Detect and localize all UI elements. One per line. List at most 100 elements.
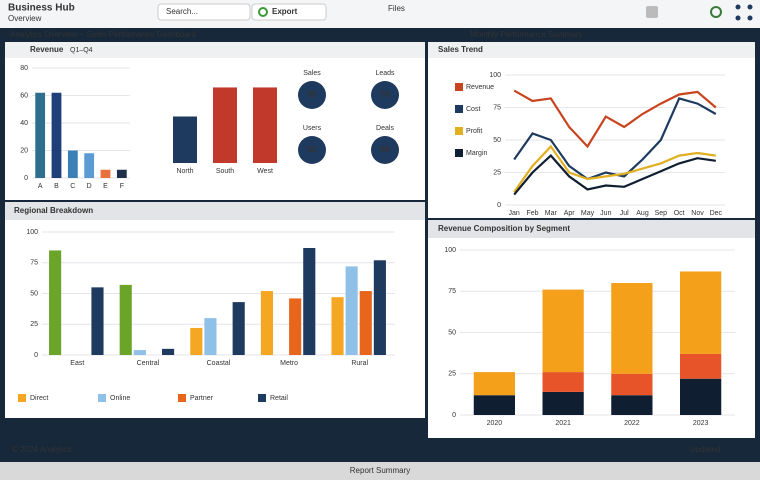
bar-segment [542, 372, 584, 392]
bar [119, 284, 132, 355]
y-tick-label: 50 [30, 290, 38, 297]
bar [345, 266, 358, 355]
y-tick-label: 80 [20, 65, 28, 72]
y-tick-label: 0 [497, 202, 501, 209]
legend-label: Revenue [466, 84, 494, 91]
legend-swatch [18, 394, 26, 402]
bar [260, 291, 273, 355]
x-tick-label: Jul [620, 210, 629, 217]
legend-label: Retail [270, 395, 288, 402]
x-tick-label: Coastal [207, 360, 231, 367]
y-tick-label: 50 [493, 137, 501, 144]
x-tick-label: E [103, 183, 108, 190]
y-tick-label: 25 [493, 169, 501, 176]
bar [49, 250, 62, 355]
legend-label: Margin [466, 150, 488, 157]
panel-header [5, 202, 425, 220]
bar [359, 291, 372, 355]
icon[interactable] [747, 4, 753, 10]
x-tick-label: May [581, 210, 595, 217]
bar [213, 87, 237, 163]
x-tick-label: East [70, 360, 84, 367]
kpi-value: 58 [381, 145, 390, 154]
y-tick-label: 75 [493, 104, 501, 111]
bar [162, 348, 175, 355]
bar [173, 116, 197, 163]
bar-segment [542, 391, 584, 415]
y-tick-label: 40 [20, 120, 28, 127]
x-tick-label: Dec [710, 210, 723, 217]
search-box[interactable] [157, 3, 251, 21]
bar [373, 260, 386, 355]
line [513, 144, 716, 193]
x-tick-label: Mar [545, 210, 558, 217]
legend-label: Online [110, 395, 130, 402]
bar [253, 87, 277, 163]
kpi-badge [371, 81, 399, 109]
footer-left: © 2024 Analytics [12, 445, 72, 454]
avatar[interactable] [646, 6, 658, 18]
y-tick-label: 100 [444, 247, 456, 254]
export-button[interactable] [251, 3, 327, 21]
y-tick-label: 50 [448, 329, 456, 336]
bar [91, 287, 104, 355]
x-tick-label: Feb [526, 210, 538, 217]
panel-title: Revenue [30, 45, 64, 54]
bar [232, 302, 245, 355]
bar-segment [611, 373, 653, 396]
legend-swatch [455, 83, 463, 91]
x-tick-label: 2021 [555, 420, 571, 427]
icon[interactable] [735, 4, 741, 10]
x-tick-label: Sep [655, 210, 668, 217]
icon[interactable] [747, 15, 753, 21]
status-text: Report Summary [350, 466, 410, 475]
bar-segment [473, 372, 515, 396]
bar-segment [680, 271, 722, 354]
button-icon [258, 7, 268, 17]
x-tick-label: Jan [509, 210, 520, 217]
legend-swatch [178, 394, 186, 402]
title-bar-right: Monthly Performance Summary [470, 30, 582, 39]
panel-header [428, 220, 755, 238]
line [513, 154, 716, 196]
kpi-label: Deals [376, 125, 394, 132]
kpi-badge [371, 136, 399, 164]
legend-label: Direct [30, 395, 48, 402]
x-tick-label: Jun [600, 210, 611, 217]
legend-label: Partner [190, 395, 214, 402]
bar [289, 298, 302, 355]
status-icon[interactable] [710, 6, 722, 18]
button-label: Export [272, 7, 298, 16]
y-tick-label: 25 [30, 321, 38, 328]
kpi-badge [298, 81, 326, 109]
y-tick-label: 0 [452, 412, 456, 419]
x-tick-label: Rural [351, 360, 368, 367]
legend-label: Profit [466, 128, 482, 135]
bar [84, 153, 95, 178]
legend-swatch [455, 127, 463, 135]
x-tick-label: B [54, 183, 59, 190]
kpi-badge [298, 136, 326, 164]
icon[interactable] [735, 15, 741, 21]
kpi-value: 62 [308, 145, 317, 154]
x-tick-label: Oct [674, 210, 685, 217]
y-tick-label: 25 [448, 371, 456, 378]
x-tick-label: Apr [564, 210, 576, 217]
x-tick-label: Nov [691, 210, 704, 217]
title-bar-left: Analytics Overview – Sales Performance D… [10, 30, 196, 39]
x-tick-label: C [70, 183, 75, 190]
y-tick-label: 0 [34, 352, 38, 359]
y-tick-label: 100 [26, 229, 38, 236]
nav-item[interactable]: Files [388, 4, 405, 13]
panel-header [428, 42, 755, 58]
legend-swatch [258, 394, 266, 402]
y-tick-label: 20 [20, 147, 28, 154]
bar-segment [611, 395, 653, 415]
app-subtitle: Overview [8, 14, 42, 23]
bar-segment [542, 289, 584, 373]
status-bar [0, 462, 760, 480]
x-tick-label: 2022 [624, 420, 640, 427]
legend-swatch [455, 149, 463, 157]
bar [190, 327, 203, 355]
search-placeholder: Search... [166, 7, 198, 16]
